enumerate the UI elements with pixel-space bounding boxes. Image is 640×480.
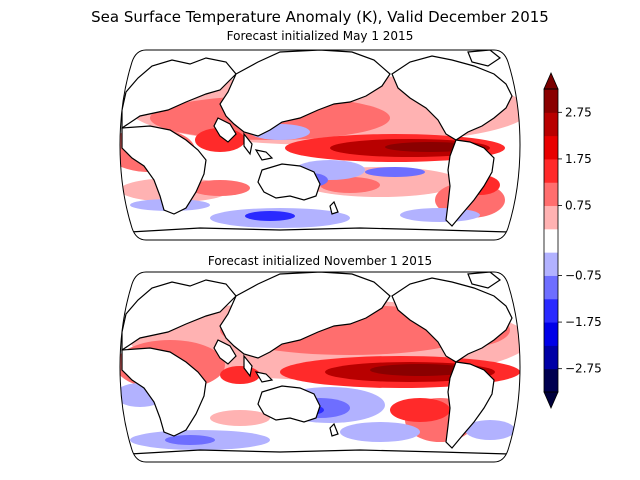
colorbar-segment [544, 322, 558, 346]
colorbar-tick-label: 2.75 [565, 105, 592, 119]
colorbar-segment [544, 228, 558, 253]
colorbar-tick-label: −2.75 [565, 362, 602, 376]
colorbar-tick-label: −0.75 [565, 268, 602, 282]
colorbar-segment [544, 275, 558, 300]
colorbar-segment [544, 182, 558, 207]
figure-title: Sea Surface Temperature Anomaly (K), Val… [91, 8, 549, 26]
land-coastlines-1 [121, 50, 513, 240]
globe-outline-1 [119, 49, 521, 241]
colorbar-tick-label: −1.75 [565, 315, 602, 329]
panel-1-subtitle: Forecast initialized May 1 2015 [226, 29, 414, 43]
colorbar: 2.75 1.75 0.75 −0.75 −1.75 −2.75 [543, 72, 602, 409]
colorbar-segment [544, 345, 558, 370]
colorbar-extend-max [543, 72, 559, 90]
colorbar-tick-label: 0.75 [565, 199, 592, 213]
colorbar-segment [544, 112, 558, 137]
colorbar-tick-label: 1.75 [565, 152, 592, 166]
colorbar-segment [544, 89, 558, 113]
colorbar-segment [544, 158, 558, 183]
land-coastlines-2 [121, 272, 513, 462]
colorbar-segment [544, 368, 558, 393]
colorbar-segment [544, 205, 558, 230]
globe-outline-2 [119, 271, 521, 463]
colorbar-segment [544, 135, 558, 160]
colorbar-extend-min [543, 391, 559, 409]
panel-2-subtitle: Forecast initialized November 1 2015 [207, 254, 433, 268]
colorbar-segment [544, 252, 558, 276]
map-panel-1 [119, 49, 521, 241]
colorbar-segment [544, 298, 558, 323]
map-panel-2 [119, 271, 521, 463]
colorbar-outline [543, 88, 559, 393]
